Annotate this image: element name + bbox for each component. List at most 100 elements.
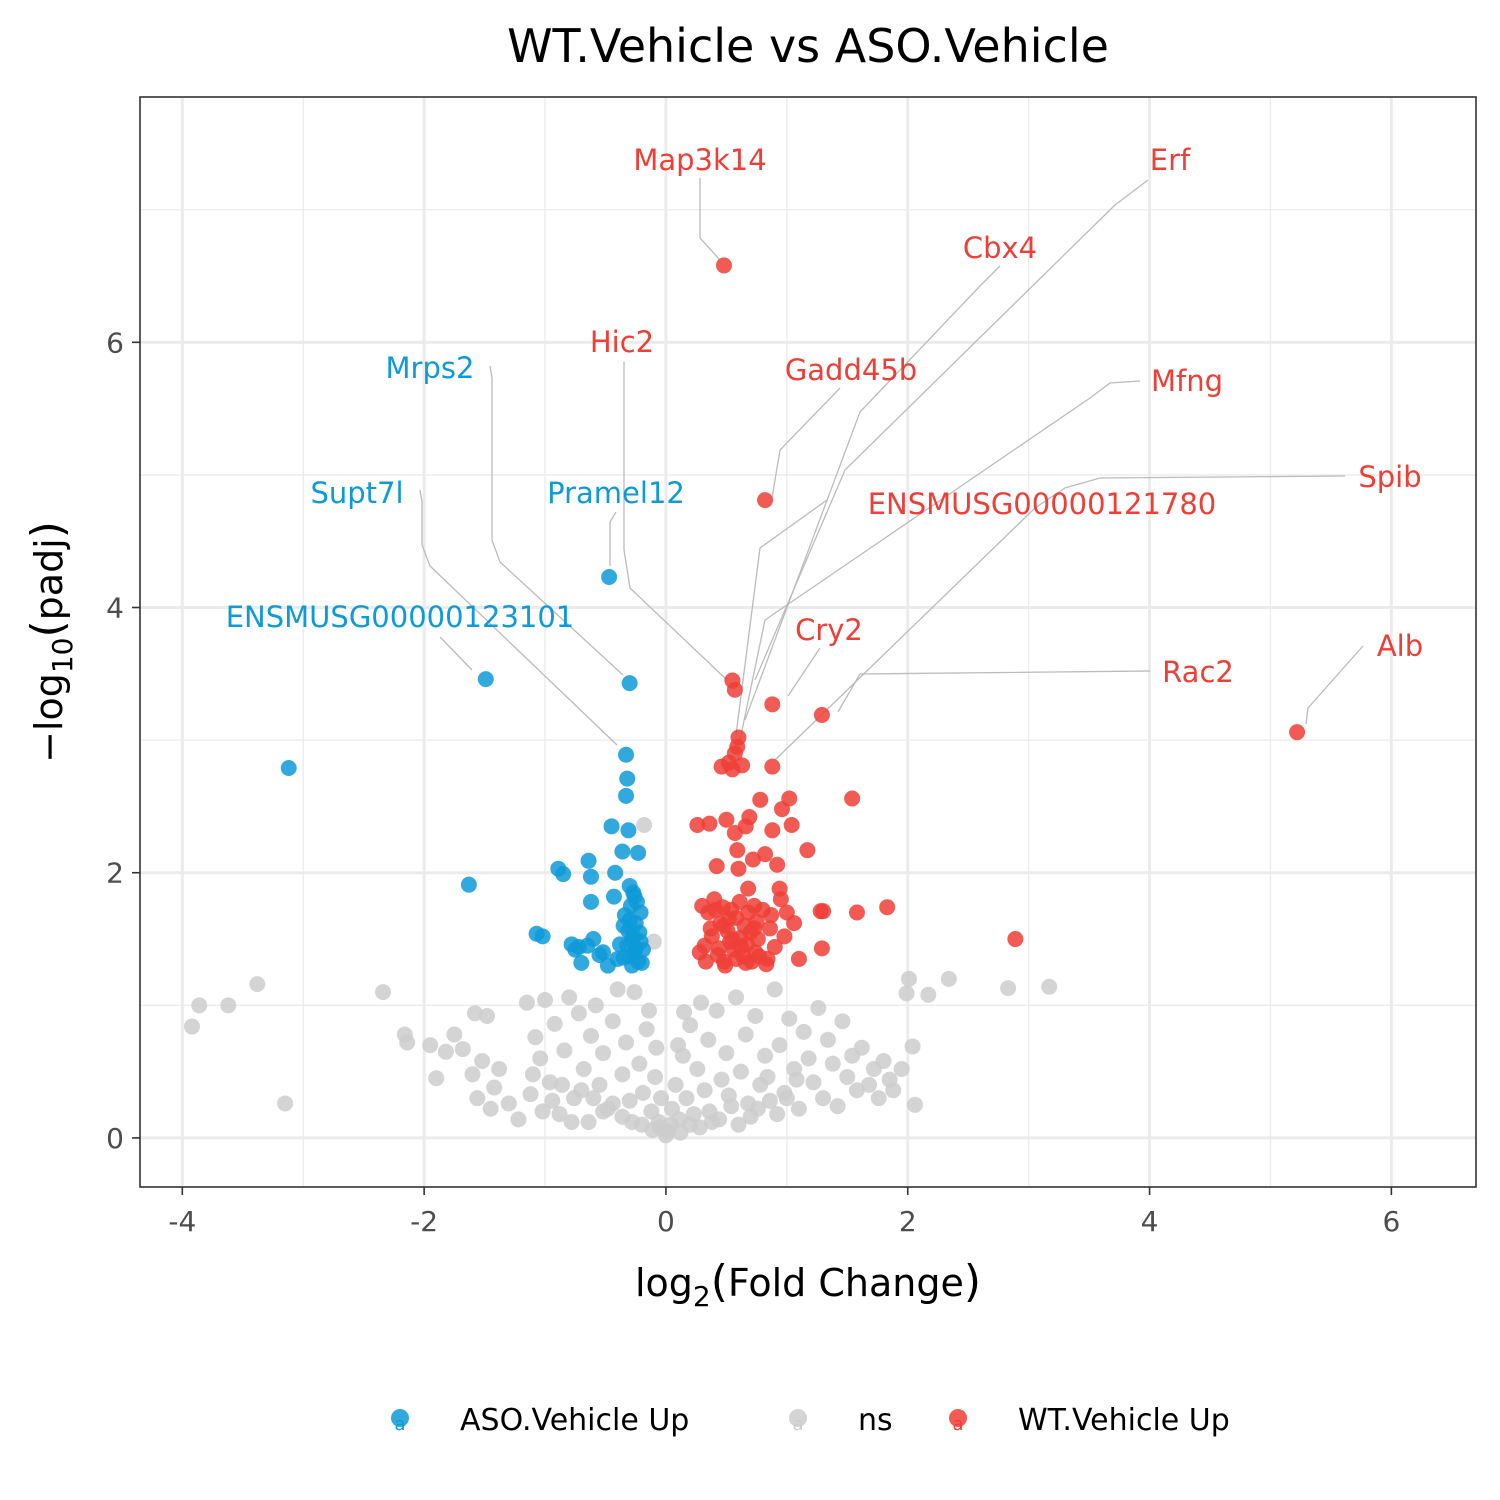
- point-ns: [678, 1090, 695, 1107]
- point-Rac2: [813, 706, 830, 723]
- gene-label-ENSMUSG00000123101: ENSMUSG00000123101: [226, 600, 575, 634]
- point-ns: [631, 1055, 648, 1072]
- point-Cry2: [764, 696, 781, 713]
- point-ns: [464, 1066, 481, 1083]
- gene-labels: Map3k14 Erf Cbx4 Gadd45b Hic2 Mfng Spib ENSMUSG…: [226, 143, 1423, 689]
- point-up_aso: [614, 843, 631, 860]
- point-up_wt: [815, 903, 832, 920]
- point-ns: [522, 1086, 539, 1103]
- legend: a ASO.Vehicle Up a ns a WT.Vehicle Up: [391, 1403, 1230, 1438]
- point-ns: [728, 989, 745, 1006]
- chart-title: WT.Vehicle vs ASO.Vehicle: [507, 19, 1109, 73]
- point-up_aso: [620, 822, 637, 839]
- y-tick-label: 0: [106, 1122, 124, 1155]
- connector-Hic2: [623, 362, 728, 681]
- connector-Pramel12: [609, 511, 617, 566]
- point-ns: [614, 1108, 631, 1125]
- point-ns: [510, 1111, 527, 1128]
- point-up_wt: [1007, 931, 1024, 948]
- point-up_wt: [718, 811, 735, 828]
- point-ns: [788, 1071, 805, 1088]
- point-ns: [732, 1063, 749, 1080]
- legend-label: WT.Vehicle Up: [1018, 1403, 1230, 1438]
- point-ns: [220, 997, 237, 1014]
- point-ns: [676, 1003, 693, 1020]
- gene-label-Supt7l: Supt7l: [310, 476, 403, 510]
- point-ns: [795, 1023, 812, 1040]
- point-ns: [749, 1100, 766, 1117]
- point-ns: [790, 1100, 807, 1117]
- point-ns: [621, 1092, 638, 1109]
- point-ns: [766, 981, 783, 998]
- point-up_aso: [555, 866, 572, 883]
- gene-label-Alb: Alb: [1377, 629, 1423, 663]
- point-up_wt: [769, 856, 786, 873]
- point-up_wt: [848, 904, 865, 921]
- point-up_wt: [764, 822, 781, 839]
- point-Mfng: [726, 745, 743, 762]
- x-tick-label: 0: [657, 1205, 675, 1238]
- point-up_aso: [607, 864, 624, 881]
- gene-label-Hic2: Hic2: [590, 325, 654, 359]
- point-Gadd45b: [757, 492, 774, 509]
- point-ns: [183, 1018, 200, 1035]
- point-ns: [940, 970, 957, 987]
- point-ns: [1000, 980, 1017, 997]
- point-ns: [486, 1079, 503, 1096]
- x-tick-label: -4: [168, 1205, 196, 1238]
- x-tick-label: 6: [1382, 1205, 1400, 1238]
- x-tick-label: -2: [410, 1205, 438, 1238]
- gene-label-Map3k14: Map3k14: [633, 143, 766, 177]
- point-up_wt: [724, 931, 741, 948]
- connector-Cbx4: [744, 265, 1001, 721]
- point-ns: [653, 1090, 670, 1107]
- point-ns: [648, 1039, 665, 1056]
- point-up_wt: [702, 920, 719, 937]
- point-up_wt: [689, 816, 706, 833]
- point-ns: [591, 1076, 608, 1093]
- point-Hic2: [724, 672, 741, 689]
- label-connectors: [419, 178, 1364, 761]
- point-ns: [647, 1068, 664, 1085]
- point-ns: [474, 1053, 491, 1070]
- gene-label-Mfng: Mfng: [1151, 364, 1223, 398]
- point-ns: [781, 1010, 798, 1027]
- point-ns: [810, 999, 827, 1016]
- point-up_wt: [763, 907, 780, 924]
- point-ns: [711, 1111, 728, 1128]
- point-up_aso: [603, 818, 620, 835]
- point-ns: [904, 1038, 921, 1055]
- x-tick-label: 4: [1141, 1205, 1159, 1238]
- legend-item: a WT.Vehicle Up: [949, 1403, 1230, 1438]
- point-up_wt: [844, 790, 861, 807]
- point-ns: [778, 1090, 795, 1107]
- point-up_wt: [734, 757, 751, 774]
- connector-Mrps2: [489, 365, 624, 676]
- point-up_wt: [790, 950, 807, 967]
- point-ns: [805, 1074, 822, 1091]
- point-ns: [641, 1002, 658, 1019]
- point-up_aso: [605, 888, 622, 905]
- point-up_aso: [630, 844, 647, 861]
- point-up_wt: [799, 842, 816, 859]
- point-up_wt: [761, 920, 778, 937]
- point-up_wt: [752, 791, 769, 808]
- point-ns: [580, 1114, 597, 1131]
- y-tick-label: 6: [106, 326, 124, 359]
- point-up_wt: [758, 956, 775, 973]
- connector-Rac2: [837, 670, 1151, 713]
- point-ns: [720, 1087, 737, 1104]
- point-up_aso: [580, 852, 597, 869]
- gene-label-ENSMUSG00000121780: ENSMUSG00000121780: [868, 487, 1217, 521]
- point-ns: [556, 1042, 573, 1059]
- point-up_aso: [595, 944, 612, 961]
- point-ns: [595, 1045, 612, 1062]
- point-ns: [561, 989, 578, 1006]
- point-up_aso: [582, 893, 599, 910]
- x-tick-label: 2: [899, 1205, 917, 1238]
- point-ns: [469, 1090, 486, 1107]
- point-up_aso: [585, 931, 602, 948]
- point-ns: [898, 985, 915, 1002]
- connector-ENSMUSG00000121780: [735, 499, 828, 736]
- point-Supt7l: [618, 746, 635, 763]
